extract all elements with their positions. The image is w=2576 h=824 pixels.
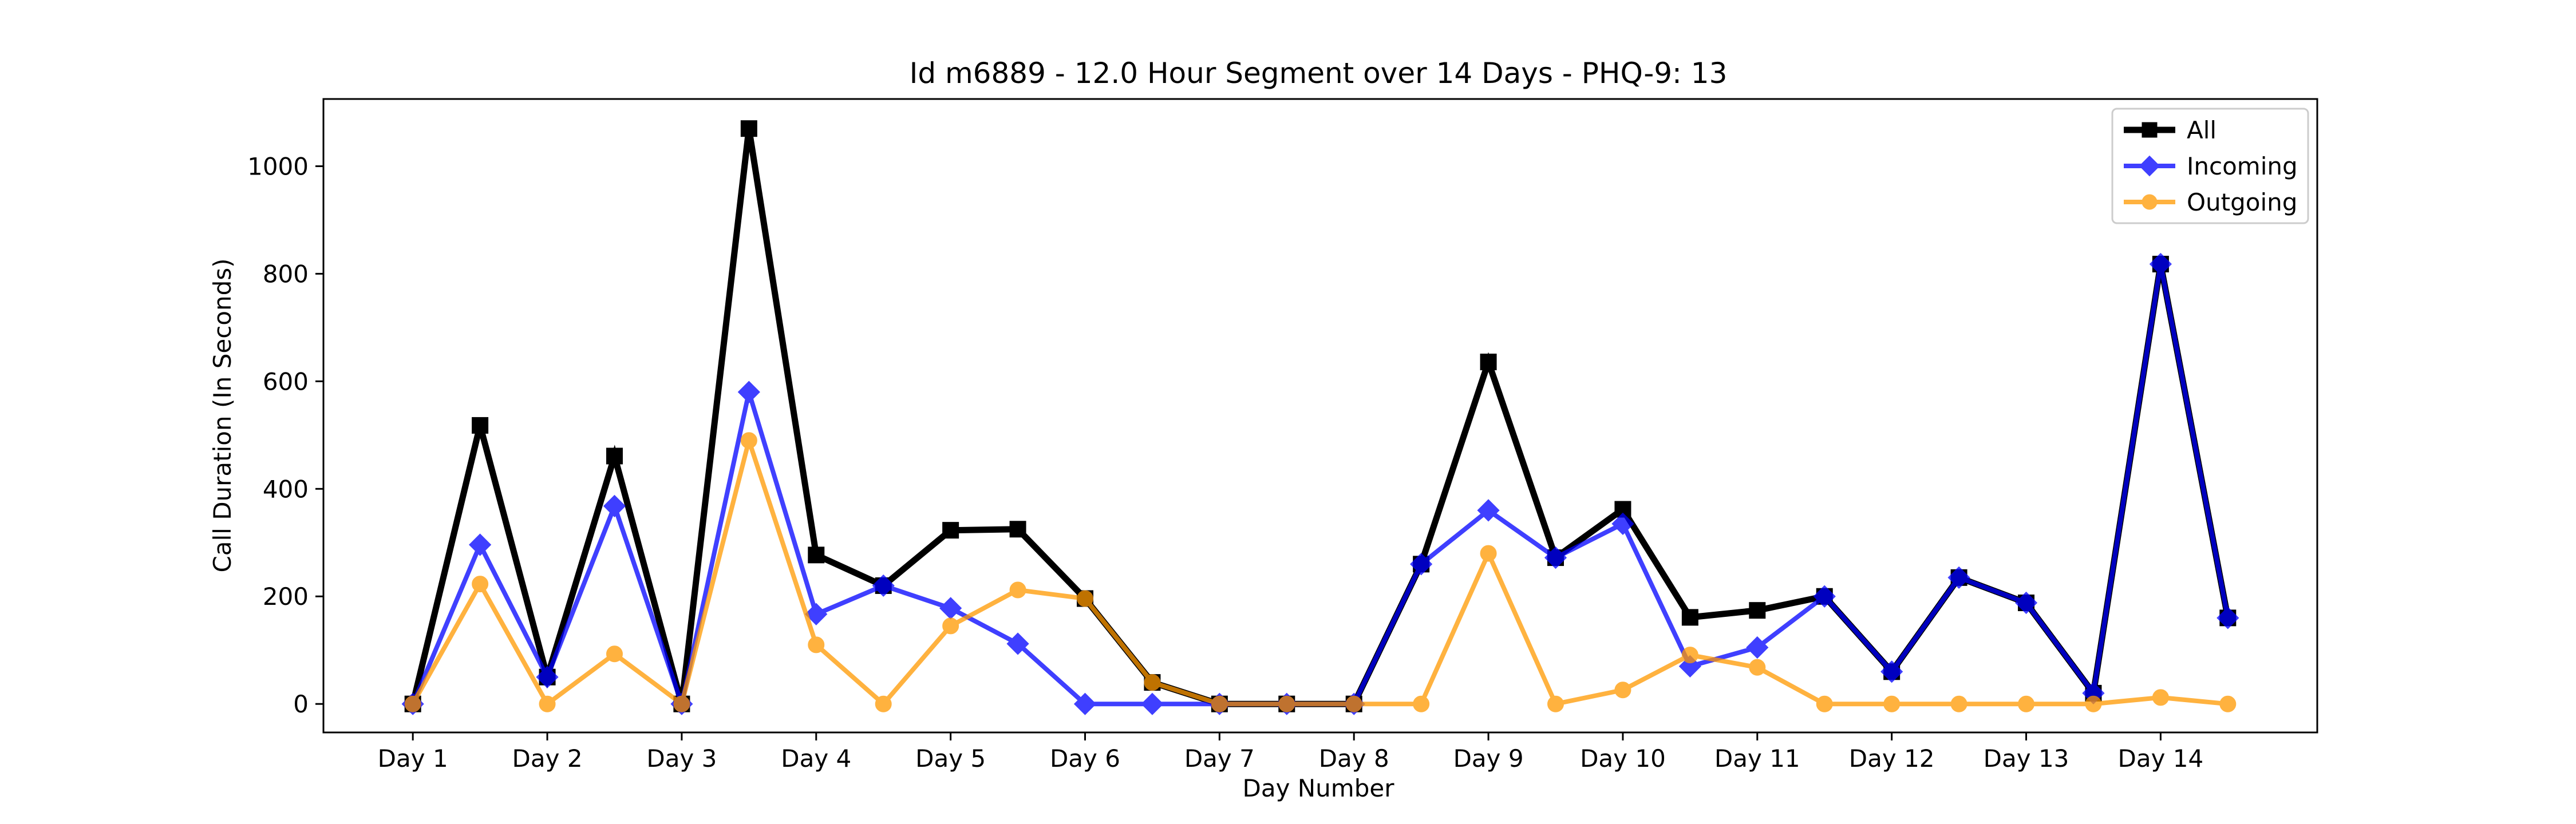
data-point-outgoing — [808, 636, 825, 653]
data-point-outgoing — [875, 695, 892, 712]
data-point-incoming — [1947, 566, 1970, 589]
data-point-outgoing — [606, 645, 623, 663]
data-point-incoming — [2014, 591, 2038, 615]
data-point-outgoing — [1816, 695, 1833, 712]
data-point-outgoing — [1749, 659, 1766, 676]
legend-label: Incoming — [2187, 152, 2298, 180]
data-point-outgoing — [1345, 695, 1362, 712]
data-point-outgoing — [1413, 695, 1430, 712]
legend-label: Outgoing — [2187, 188, 2297, 216]
plot-frame — [322, 98, 2318, 734]
data-point-incoming — [1544, 546, 1567, 569]
y-tick-label: 800 — [263, 260, 309, 288]
y-tick-label: 400 — [263, 475, 309, 503]
data-point-outgoing — [740, 432, 757, 449]
data-point-incoming — [469, 533, 492, 556]
data-point-outgoing — [472, 576, 489, 593]
x-tick-label: Day 8 — [1319, 744, 1389, 772]
data-point-outgoing — [942, 617, 959, 635]
data-point-outgoing — [1547, 695, 1564, 712]
plot-layer — [401, 120, 2239, 715]
chart-title: Id m6889 - 12.0 Hour Segment over 14 Day… — [910, 57, 1728, 90]
series-outgoing — [404, 432, 2237, 712]
y-tick-label: 200 — [263, 583, 309, 611]
data-point-outgoing — [1950, 695, 1967, 712]
data-point-outgoing — [2152, 689, 2169, 706]
legend-label: All — [2187, 116, 2217, 144]
data-point-outgoing — [539, 695, 556, 712]
data-point-incoming — [872, 574, 895, 597]
legend-entry-all — [2124, 122, 2175, 138]
data-point-all — [1749, 602, 1766, 619]
x-tick-label: Day 3 — [646, 744, 717, 772]
legend-marker — [2142, 194, 2158, 210]
data-point-outgoing — [1614, 682, 1631, 699]
data-point-incoming — [737, 381, 760, 403]
x-tick-label: Day 13 — [1984, 744, 2069, 772]
y-tick-label: 1000 — [247, 152, 309, 180]
legend-entry-outgoing — [2124, 194, 2175, 210]
data-point-incoming — [805, 603, 828, 625]
x-tick-label: Day 9 — [1453, 744, 1524, 772]
data-point-all — [740, 120, 757, 137]
data-point-incoming — [1477, 499, 1500, 522]
data-point-incoming — [603, 494, 626, 517]
data-point-outgoing — [1681, 647, 1698, 664]
data-point-outgoing — [2018, 695, 2035, 712]
data-point-outgoing — [1480, 545, 1497, 562]
x-tick-label: Day 12 — [1849, 744, 1935, 772]
data-point-all — [1681, 609, 1698, 626]
data-point-incoming — [1678, 655, 1701, 678]
data-point-outgoing — [1009, 581, 1026, 599]
y-tick-label: 0 — [293, 690, 309, 718]
data-point-incoming — [1073, 692, 1097, 715]
data-point-outgoing — [1211, 695, 1228, 712]
data-point-incoming — [1410, 553, 1433, 576]
x-tick-label: Day 11 — [1714, 744, 1800, 772]
data-point-outgoing — [1278, 695, 1295, 712]
x-tick-label: Day 1 — [378, 744, 448, 772]
legend-marker — [2142, 122, 2158, 138]
data-point-outgoing — [2219, 695, 2237, 712]
data-point-all — [942, 522, 959, 539]
data-point-outgoing — [2085, 695, 2102, 712]
x-tick-label: Day 10 — [1580, 744, 1666, 772]
x-tick-label: Day 4 — [781, 744, 851, 772]
y-axis-label: Call Duration (In Seconds) — [208, 258, 236, 572]
axis-layer: Day 1 Day 2 Day 3 Day 4 Day 5 Day 6 Day 7 Day 8… — [247, 152, 2203, 772]
x-tick-label: Day 14 — [2118, 744, 2204, 772]
data-point-incoming — [1746, 636, 1769, 659]
x-tick-label: Day 5 — [915, 744, 986, 772]
x-tick-label: Day 7 — [1184, 744, 1255, 772]
data-point-outgoing — [1076, 590, 1093, 607]
data-point-all — [1480, 354, 1497, 371]
data-point-all — [472, 417, 489, 434]
data-point-outgoing — [404, 695, 421, 712]
data-point-outgoing — [673, 695, 690, 712]
y-tick-label: 600 — [263, 367, 309, 395]
data-point-incoming — [1611, 512, 1634, 535]
data-point-incoming — [1141, 692, 1164, 715]
data-point-outgoing — [1144, 674, 1161, 691]
legend: All Incoming Outgoing — [2111, 108, 2309, 224]
data-point-incoming — [536, 665, 559, 688]
data-point-all — [808, 546, 825, 564]
data-point-incoming — [1006, 632, 1029, 655]
x-tick-label: Day 6 — [1050, 744, 1120, 772]
data-point-incoming — [1880, 660, 1903, 683]
series-line-outgoing — [410, 432, 2229, 708]
data-point-incoming — [2149, 252, 2172, 276]
data-point-incoming — [1813, 585, 1836, 608]
x-tick-label: Day 2 — [512, 744, 583, 772]
x-axis-label: Day Number — [1242, 774, 1394, 802]
legend-marker — [2139, 155, 2160, 177]
data-point-all — [606, 447, 623, 465]
legend-entry-incoming — [2124, 155, 2175, 177]
legend-box — [2111, 108, 2309, 224]
data-point-incoming — [2217, 607, 2239, 629]
data-point-all — [1009, 521, 1026, 538]
data-point-outgoing — [1883, 695, 1901, 712]
